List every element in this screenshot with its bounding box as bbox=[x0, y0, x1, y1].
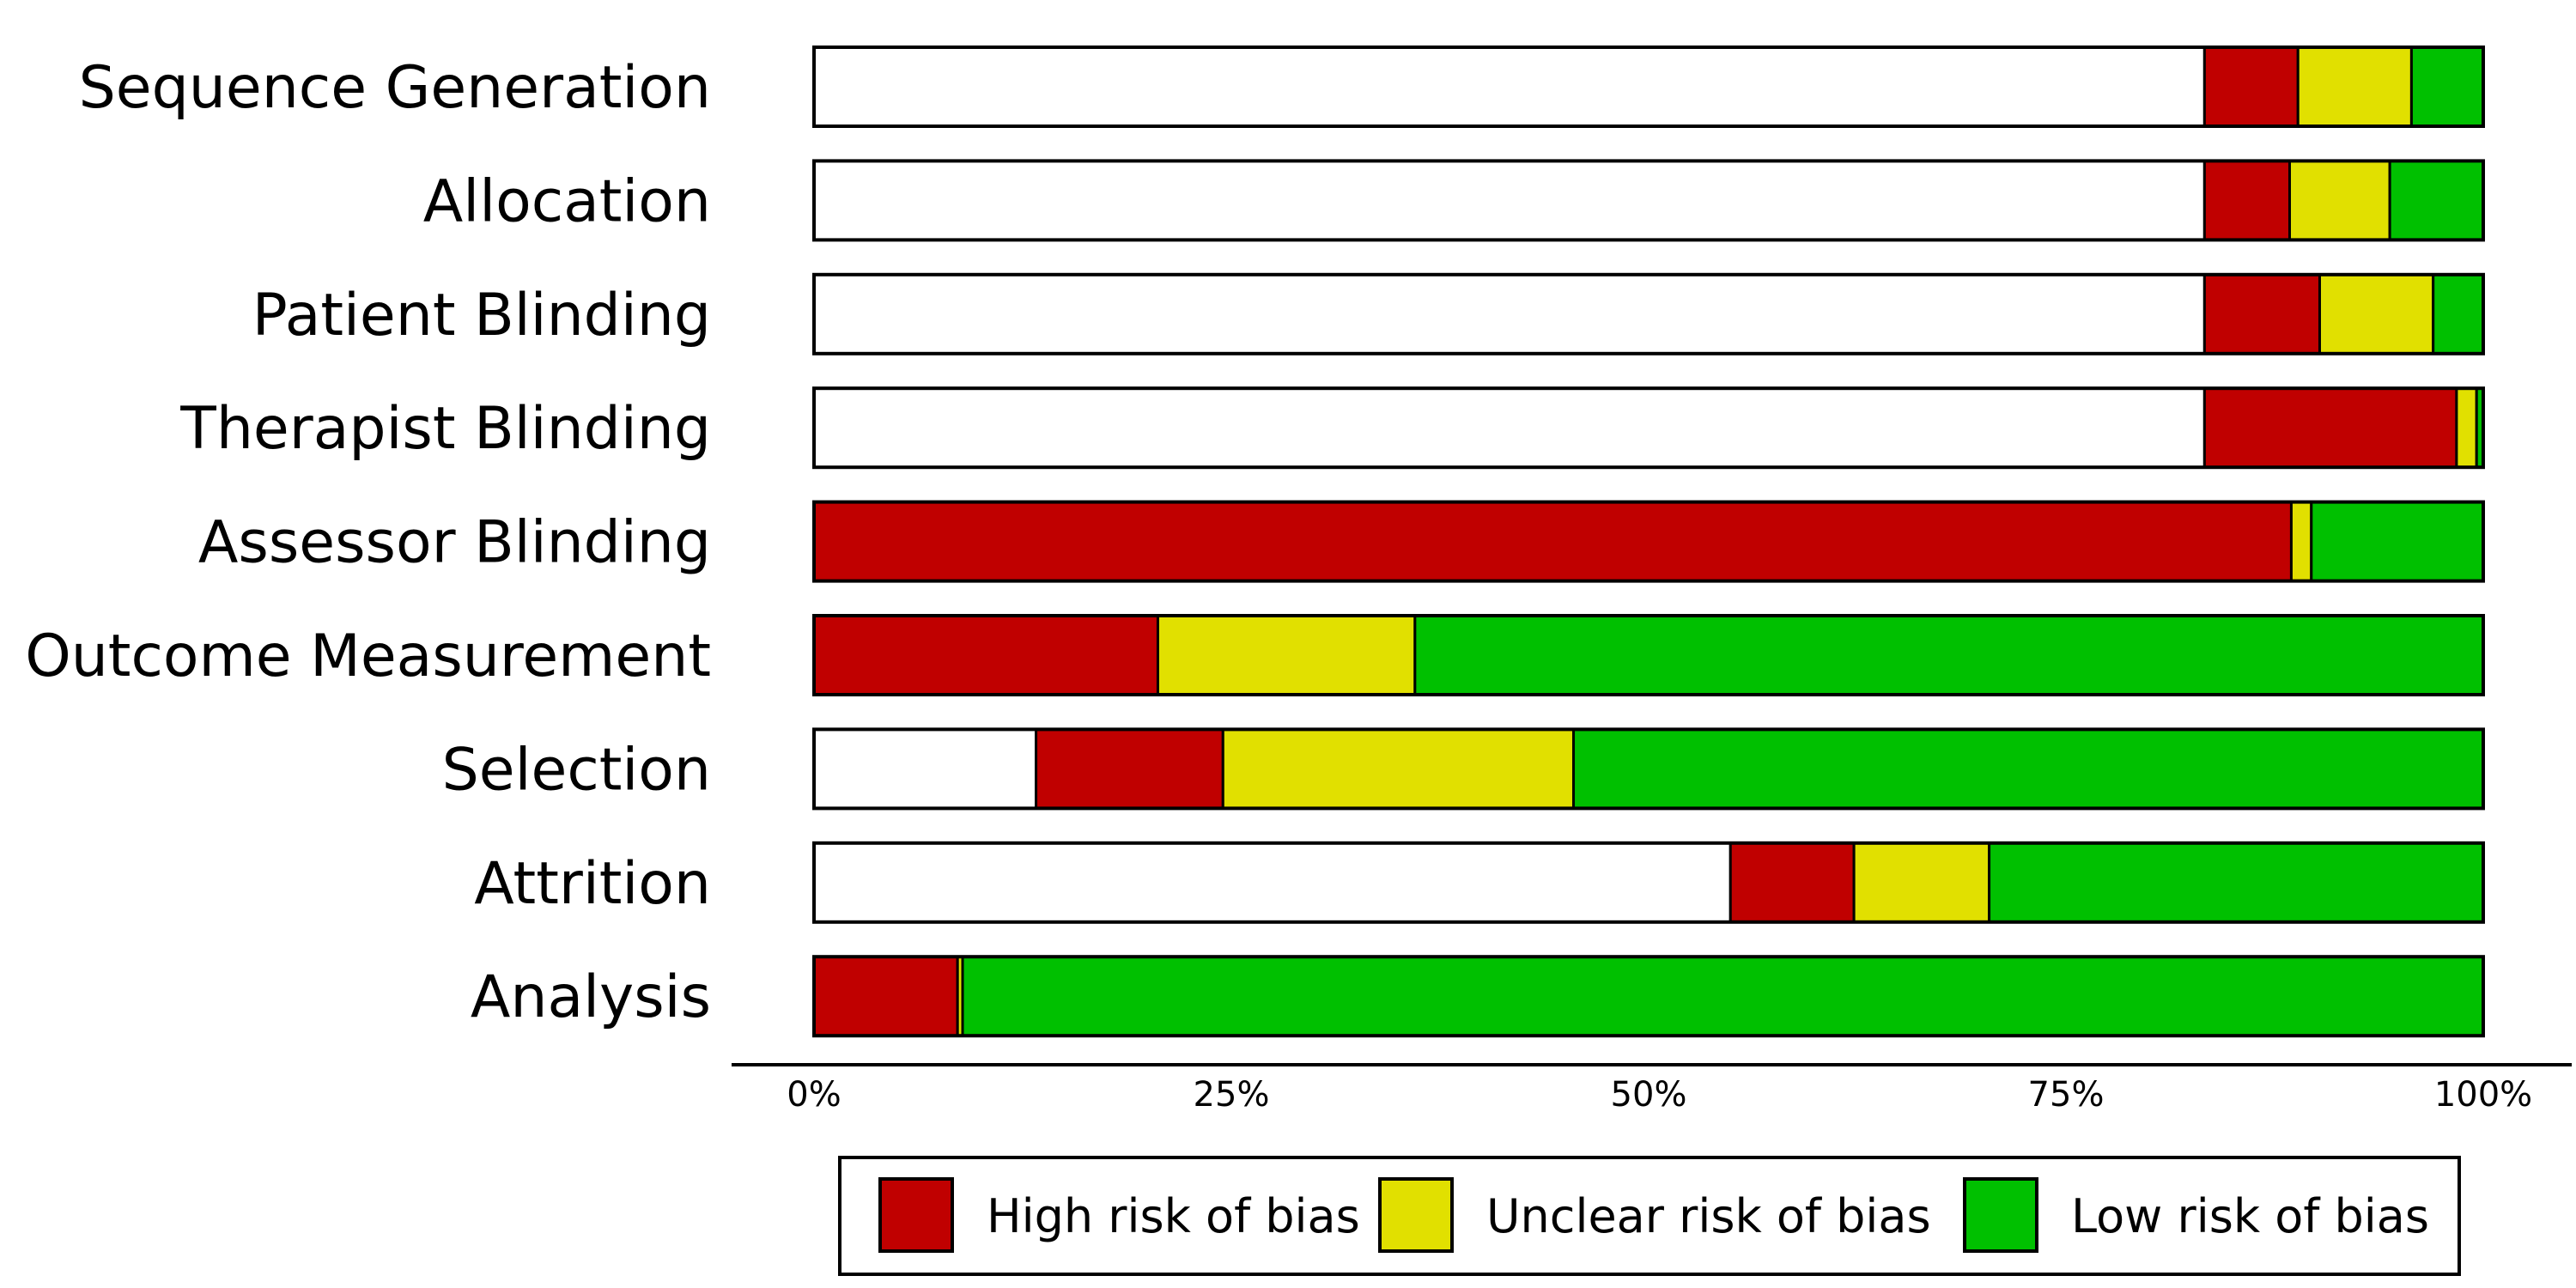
bar-frame-selection bbox=[812, 727, 2485, 811]
bar-frame-assessor-blinding bbox=[812, 500, 2485, 583]
category-label: Analysis bbox=[471, 963, 711, 1031]
legend-swatch bbox=[1963, 1177, 2038, 1253]
bar-frame-attrition bbox=[812, 841, 2485, 924]
bar-segment-attrition-0 bbox=[812, 841, 1732, 924]
bar-segment-sequence-generation-3 bbox=[2409, 46, 2485, 128]
bar-segment-outcome-measurement-1 bbox=[812, 614, 1159, 696]
bar-segment-sequence-generation-1 bbox=[2202, 46, 2300, 128]
category-label: Sequence Generation bbox=[79, 54, 711, 122]
bar-frame-analysis bbox=[812, 955, 2485, 1038]
bar-frame-therapist-blinding bbox=[812, 386, 2485, 470]
bar-segment-selection-1 bbox=[1035, 727, 1224, 810]
bar-segment-patient-blinding-0 bbox=[812, 273, 2206, 355]
bar-segment-attrition-2 bbox=[1852, 841, 1991, 924]
bar-segment-therapist-blinding-2 bbox=[2455, 386, 2478, 469]
x-tick-label: 100% bbox=[2434, 1075, 2532, 1115]
bar-frame-sequence-generation bbox=[812, 46, 2485, 128]
category-label: Allocation bbox=[423, 167, 711, 235]
x-tick-label: 0% bbox=[787, 1075, 841, 1115]
bar-segment-selection-2 bbox=[1221, 727, 1576, 810]
bar-segment-attrition-3 bbox=[1988, 841, 2485, 924]
bar-segment-assessor-blinding-3 bbox=[2310, 501, 2485, 583]
bar-segment-allocation-2 bbox=[2287, 159, 2391, 241]
bar-segment-patient-blinding-3 bbox=[2432, 273, 2485, 355]
category-label: Assessor Blinding bbox=[198, 509, 711, 577]
bar-frame-outcome-measurement bbox=[812, 614, 2485, 696]
category-label: Attrition bbox=[474, 850, 711, 918]
bar-segment-outcome-measurement-2 bbox=[1156, 614, 1417, 696]
legend-entry-label: High risk of bias bbox=[987, 1189, 1360, 1243]
bar-segment-patient-blinding-1 bbox=[2202, 273, 2321, 355]
bar-segment-assessor-blinding-1 bbox=[812, 501, 2293, 583]
bar-frame-allocation bbox=[812, 159, 2485, 242]
category-label: Selection bbox=[442, 736, 711, 804]
bar-segment-outcome-measurement-3 bbox=[1413, 614, 2485, 696]
bar-segment-selection-0 bbox=[812, 727, 1038, 810]
category-label: Therapist Blinding bbox=[179, 395, 711, 463]
category-label: Patient Blinding bbox=[252, 282, 711, 349]
category-labels: Sequence Generation Allocation Patient Bli… bbox=[25, 54, 711, 1031]
x-tick-label: 50% bbox=[1611, 1075, 1687, 1115]
bar-segment-selection-3 bbox=[1572, 727, 2485, 810]
bar-segment-sequence-generation-2 bbox=[2296, 46, 2413, 128]
bar-segment-allocation-0 bbox=[812, 159, 2206, 241]
x-tick-label: 75% bbox=[2028, 1075, 2105, 1115]
bar-segment-therapist-blinding-1 bbox=[2202, 386, 2458, 469]
bar-segment-analysis-3 bbox=[961, 955, 2485, 1037]
x-axis-ticks: 0% 25% 50% 75% 100% bbox=[787, 1075, 2532, 1115]
bar-segment-assessor-blinding-2 bbox=[2289, 501, 2313, 583]
legend-entry-label: Low risk of bias bbox=[2071, 1189, 2429, 1243]
legend-box bbox=[838, 1156, 2461, 1276]
legend: High risk of bias Unclear risk of bias Low… bbox=[838, 1156, 2461, 1276]
bar-segment-attrition-1 bbox=[1728, 841, 1856, 924]
bar-segment-analysis-1 bbox=[812, 955, 959, 1037]
bar-segment-patient-blinding-2 bbox=[2318, 273, 2435, 355]
bar-segment-sequence-generation-0 bbox=[812, 46, 2206, 128]
bar-segment-allocation-1 bbox=[2202, 159, 2291, 241]
bars-group bbox=[812, 46, 2485, 1038]
category-label: Outcome Measurement bbox=[25, 623, 711, 690]
bar-segment-allocation-3 bbox=[2388, 159, 2485, 241]
bar-frame-patient-blinding bbox=[812, 272, 2485, 355]
legend-swatch bbox=[1378, 1177, 1454, 1253]
legend-entry-label: Unclear risk of bias bbox=[1486, 1189, 1931, 1243]
legend-swatch bbox=[878, 1177, 954, 1253]
bar-segment-therapist-blinding-0 bbox=[812, 386, 2206, 469]
x-tick-label: 25% bbox=[1194, 1075, 1270, 1115]
